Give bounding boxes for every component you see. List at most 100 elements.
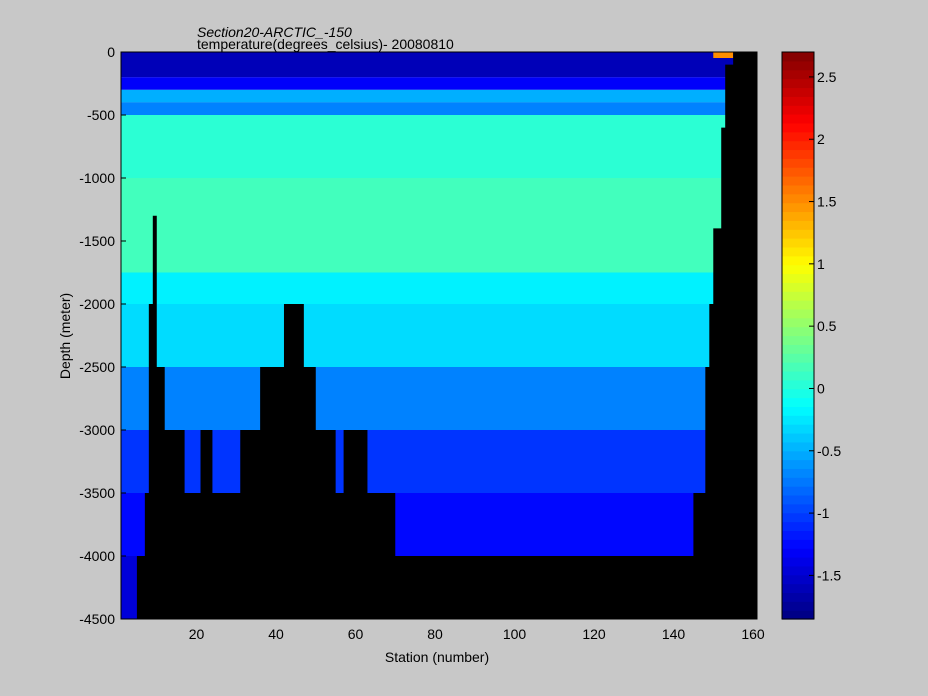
colorbar-tick-label: 0 [817,380,825,396]
colorbar-segment [782,300,814,310]
colorbar-segment [782,317,814,328]
y-tick-label: -3500 [79,485,115,501]
colorbar-segment [782,220,814,230]
colorbar-segment [782,548,814,558]
x-tick-label: 120 [582,626,606,642]
colorbar-tick-label: 2 [817,131,825,147]
colorbar-segment [782,149,814,159]
colorbar-segment [782,583,814,594]
colorbar-segment [782,486,814,496]
depth-layer-8 [121,367,757,430]
colorbar-segment [782,78,814,89]
colorbar-segment [782,503,814,514]
colorbar-segment [782,397,814,407]
colorbar-segment [782,202,814,213]
colorbar-segment [782,326,814,337]
y-tick-label: -3000 [79,422,115,438]
colorbar-segment [782,308,814,319]
colorbar-tick-label: 1.5 [817,194,837,210]
colorbar-segment [782,592,814,602]
colorbar-segment [782,539,814,549]
colorbar-segment [782,556,814,567]
y-tick-label: -4500 [79,611,115,627]
colorbar-segment [782,468,814,478]
colorbar-segment [782,238,814,248]
colorbar-segment [782,87,814,97]
colorbar-segment [782,229,814,239]
colorbar-segment [782,273,814,283]
depth-layer-6 [121,272,757,304]
colorbar-segment [782,406,814,416]
colorbar-tick-label: 1 [817,256,825,272]
colorbar [781,51,815,620]
x-tick-label: 140 [662,626,686,642]
colorbar-segment [782,167,814,177]
colorbar-frame [781,51,815,620]
colorbar-segment [782,131,814,142]
colorbar-segment [782,415,814,425]
colorbar-segment [782,432,814,443]
depth-layer-5 [121,178,757,273]
colorbar-segment [782,459,814,469]
y-tick-label: -1000 [79,170,115,186]
depth-layer-2 [121,89,757,103]
colorbar-segment [782,291,814,301]
colorbar-segment [782,122,814,133]
depth-layer-4 [121,115,757,178]
colorbar-tick-label: -0.5 [817,443,841,459]
colorbar-tick-label: 0.5 [817,318,837,334]
y-tick-label: -1500 [79,233,115,249]
colorbar-segment [782,264,814,275]
surface-warm-region [713,52,734,58]
y-tick-label: 0 [107,44,115,60]
colorbar-segment [782,574,814,585]
colorbar-segment [782,477,814,487]
colorbar-segment [782,140,814,151]
colorbar-segment [782,184,814,195]
x-axis: 20 40 60 80 100 120 140 160 [189,614,765,642]
colorbar-segment [782,211,814,221]
colorbar-segment [782,335,814,345]
y-tick-label: -500 [87,107,115,123]
colorbar-segment [782,521,814,532]
seafloor-shape [121,52,757,619]
colorbar-segment [782,255,814,266]
x-axis-label: Station (number) [385,649,489,665]
colorbar-segment [782,60,814,71]
colorbar-tick-label: -1 [817,505,830,521]
x-tick-label: 100 [503,626,527,642]
x-tick-label: 60 [348,626,364,642]
colorbar-segment [782,494,814,505]
colorbar-ticks: -1.5 -1 -0.5 0 0.5 1 1.5 2 2.5 [809,69,841,583]
y-axis: 0 -500 -1000 -1500 -2000 -2500 -3000 -3500 -4000… [79,44,126,627]
colorbar-segment [782,370,814,381]
colorbar-segment [782,441,814,452]
depth-layer-7 [121,304,757,367]
colorbar-segment [782,379,814,390]
x-tick-label: 160 [741,626,765,642]
x-tick-label: 80 [427,626,443,642]
colorbar-segment [782,353,814,363]
seafloor-bathymetry [121,52,757,619]
colorbar-segment [782,601,814,611]
colorbar-segment [782,69,814,80]
colorbar-segment [782,105,814,115]
colorbar-segment [782,565,814,576]
heatmap-field [121,52,757,619]
colorbar-segment [782,158,814,168]
colorbar-segment [782,52,814,62]
y-tick-label: -2500 [79,359,115,375]
colorbar-tick-label: -1.5 [817,567,841,583]
colorbar-segment [782,512,814,523]
plot-frame [120,51,758,620]
depth-layer-1 [121,77,757,90]
colorbar-segment [782,610,814,620]
depth-layer-3 [121,102,757,115]
colorbar-segment [782,424,814,434]
chart-subtitle: temperature(degrees_celsius)- 20080810 [197,36,454,52]
colorbar-tick-label: 2.5 [817,69,837,85]
colorbar-segment [782,176,814,186]
colorbar-segment [782,96,814,106]
depth-layer-9 [121,430,757,493]
